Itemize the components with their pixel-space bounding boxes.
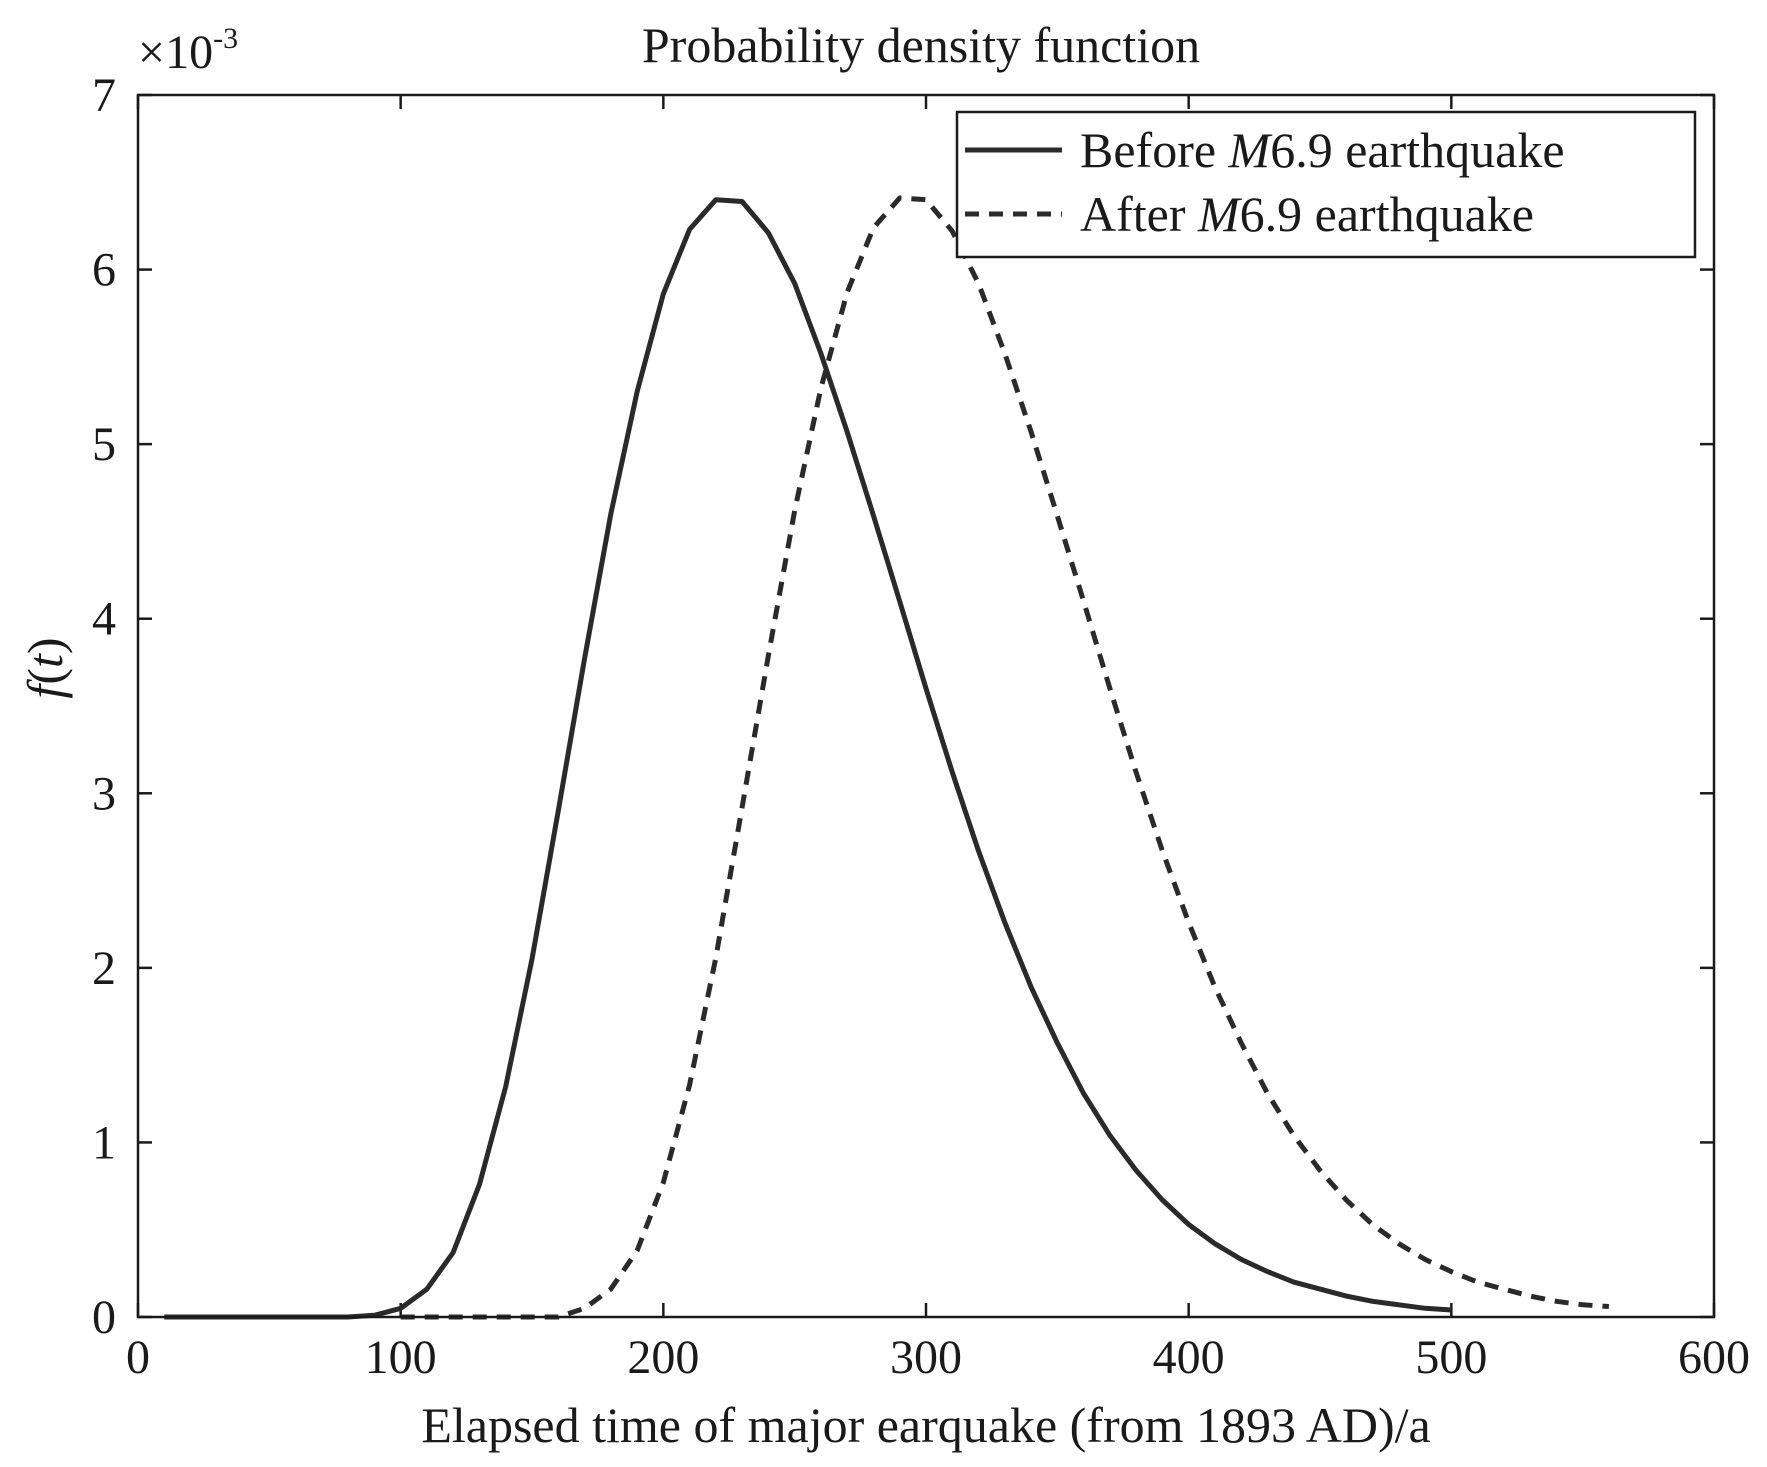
series-line-before bbox=[164, 197, 1452, 1320]
y-tick-label-6: 6 bbox=[92, 244, 116, 297]
y-axis-label: f(t) bbox=[17, 637, 73, 698]
y-multiplier-base: ×10 bbox=[138, 26, 213, 79]
y-tick-label-0: 0 bbox=[92, 1291, 116, 1344]
legend-before-italic: M bbox=[1228, 122, 1273, 178]
legend-after-prefix: After bbox=[1080, 186, 1198, 242]
x-tick-label-5: 500 bbox=[1415, 1331, 1487, 1384]
x-axis-label: Elapsed time of major earquake (from 189… bbox=[421, 1397, 1430, 1453]
y-multiplier-exponent: -3 bbox=[213, 22, 238, 55]
y-multiplier: ×10-3 bbox=[138, 22, 238, 79]
y-axis-label-close: ) bbox=[17, 637, 73, 654]
series-layer bbox=[164, 195, 1610, 1320]
x-tick-label-1: 100 bbox=[365, 1331, 437, 1384]
legend-after-suffix: 6.9 earthquake bbox=[1240, 186, 1534, 242]
legend: Before M6.9 earthquake After M6.9 earthq… bbox=[955, 110, 1697, 259]
x-axis-ticks: 0 100 200 300 400 500 600 bbox=[126, 95, 1750, 1384]
y-axis-ticks: 0 1 2 3 4 5 6 7 bbox=[92, 69, 1714, 1344]
legend-after-italic: M bbox=[1197, 186, 1242, 242]
y-axis-label-open: ( bbox=[17, 668, 73, 685]
legend-label-after: After M6.9 earthquake bbox=[1080, 186, 1534, 242]
y-tick-label-4: 4 bbox=[92, 593, 116, 646]
y-tick-label-5: 5 bbox=[92, 418, 116, 471]
legend-before-suffix: 6.9 earthquake bbox=[1270, 122, 1564, 178]
y-tick-label-7: 7 bbox=[92, 69, 116, 122]
chart-title: Probability density function bbox=[642, 17, 1200, 73]
legend-before-prefix: Before bbox=[1080, 122, 1229, 178]
y-tick-label-1: 1 bbox=[92, 1116, 116, 1169]
x-tick-label-0: 0 bbox=[126, 1331, 150, 1384]
plot-frame bbox=[136, 93, 1716, 1319]
x-tick-label-4: 400 bbox=[1153, 1331, 1225, 1384]
x-tick-label-6: 600 bbox=[1678, 1331, 1750, 1384]
y-tick-label-2: 2 bbox=[92, 942, 116, 995]
y-tick-label-3: 3 bbox=[92, 767, 116, 820]
series-line-after bbox=[400, 195, 1610, 1320]
y-axis-label-var: t bbox=[17, 653, 73, 668]
legend-box bbox=[955, 110, 1697, 259]
x-tick-label-2: 200 bbox=[627, 1331, 699, 1384]
x-tick-label-3: 300 bbox=[890, 1331, 962, 1384]
legend-label-before: Before M6.9 earthquake bbox=[1080, 122, 1565, 178]
